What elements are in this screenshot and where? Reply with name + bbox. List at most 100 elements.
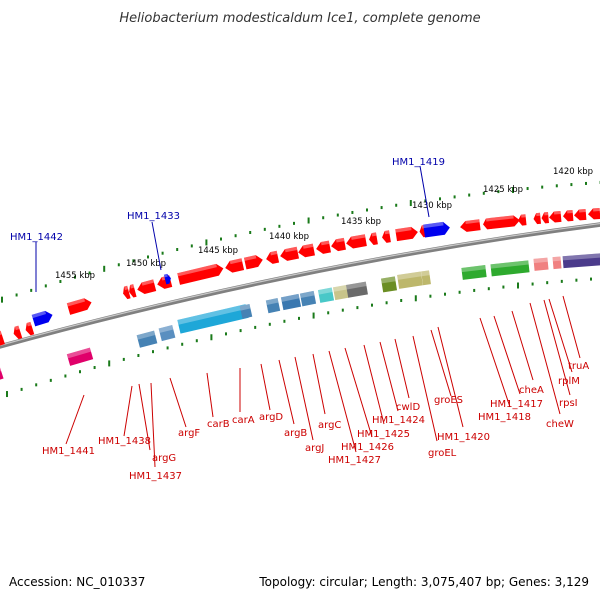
label-connector <box>363 344 385 425</box>
gene-arrow <box>395 226 418 242</box>
gene-arrow <box>0 330 5 346</box>
ruler-tick <box>429 294 432 298</box>
ruler-tick <box>210 334 213 341</box>
ruler-tick <box>49 378 52 382</box>
gene-arrow <box>298 243 315 258</box>
gene-block <box>317 287 335 303</box>
ruler-tick <box>468 193 471 197</box>
ruler-tick <box>380 206 383 210</box>
ruler-tick <box>351 210 354 214</box>
label-connector <box>312 353 326 415</box>
label-connector <box>543 299 571 396</box>
label-connector <box>379 341 399 412</box>
gene-label: HM1_1424 <box>372 415 425 426</box>
ruler-tick <box>482 191 485 195</box>
gene-label-blue: HM1_1433 <box>127 211 180 222</box>
gene-arrow <box>331 237 346 252</box>
gene-label-blue: HM1_1419 <box>392 157 445 168</box>
gene-block <box>533 257 549 271</box>
label-connector <box>169 377 187 428</box>
gene-block <box>299 290 317 307</box>
ruler-tick <box>546 281 549 285</box>
ruler-tick <box>444 292 446 296</box>
gene-label: argC <box>318 420 341 431</box>
gene-arrow <box>25 321 35 336</box>
ruler-tick <box>487 287 490 291</box>
gene-block <box>380 276 398 293</box>
ruler-tick <box>307 217 310 224</box>
ruler-label: 1450 kbp <box>126 259 166 269</box>
gene-arrow-blue <box>31 310 53 327</box>
ruler-tick <box>166 346 169 350</box>
ruler-tick <box>176 248 179 252</box>
gene-label-blue: HM1_1442 <box>10 232 63 243</box>
ruler-tick <box>44 284 47 288</box>
ruler-label: 1445 kbp <box>198 246 238 256</box>
ruler-tick <box>74 275 76 279</box>
gene-arrow <box>123 285 131 300</box>
label-connector <box>493 315 521 395</box>
ruler-label: 1435 kbp <box>341 217 381 227</box>
genome-backbone <box>0 222 600 349</box>
label-connector <box>562 295 581 359</box>
label-connector <box>123 385 133 437</box>
gene-label: argD <box>259 412 283 423</box>
gene-arrow <box>563 209 574 222</box>
gene-block <box>346 281 368 298</box>
ruler-tick <box>239 329 242 333</box>
ruler-tick <box>6 391 8 398</box>
gene-block <box>421 270 431 286</box>
gene-arrow <box>489 215 520 229</box>
ruler-label: 1440 kbp <box>269 232 309 242</box>
gene-label: argJ <box>305 443 324 454</box>
label-connector <box>412 335 438 442</box>
ruler-tick <box>205 239 208 246</box>
gene-label: HM1_1425 <box>357 429 410 440</box>
ruler-tick <box>225 332 227 336</box>
ruler-tick <box>541 185 544 189</box>
ruler-tick <box>555 184 558 188</box>
gene-arrow <box>266 250 280 264</box>
gene-label: groEL <box>428 448 457 459</box>
ruler-tick <box>103 265 106 272</box>
label-connector <box>294 356 314 441</box>
gene-arrow <box>574 208 587 221</box>
gene-label: cwlD <box>396 402 420 413</box>
gene-block <box>0 367 4 383</box>
ruler-tick <box>161 251 164 255</box>
label-connector <box>394 338 410 399</box>
ruler-outer <box>1 180 600 303</box>
label-connectors <box>35 165 581 468</box>
ruler-tick <box>458 290 461 294</box>
ruler-tick <box>278 224 281 228</box>
ruler-tick <box>409 200 412 207</box>
gene-arrow <box>533 212 542 225</box>
gene-label: HM1_1441 <box>42 446 95 457</box>
label-connector <box>138 383 151 451</box>
gene-label: argB <box>284 428 307 439</box>
label-connector <box>344 347 373 438</box>
gene-arrow <box>129 284 137 298</box>
gene-label: cheA <box>519 385 544 396</box>
ruler-tick <box>312 312 315 319</box>
gene-block <box>136 330 158 348</box>
ruler-label: 1420 kbp <box>553 167 593 177</box>
ruler-tick <box>473 288 476 292</box>
gene-arrow <box>518 214 527 226</box>
genome-title: Heliobacterium modesticaldum Ice1, compl… <box>119 11 480 26</box>
ruler-inner <box>6 277 592 398</box>
ruler-tick <box>424 199 427 203</box>
gene-arrow <box>346 234 367 249</box>
gene-arrow <box>460 219 481 232</box>
ruler-tick <box>234 234 237 238</box>
gene-block <box>490 260 530 277</box>
ruler-tick <box>108 360 111 367</box>
gene-block <box>265 298 281 314</box>
ruler-tick <box>93 366 96 370</box>
label-connector <box>529 302 561 415</box>
ruler-tick <box>254 325 257 329</box>
ruler-tick <box>385 301 388 305</box>
ruler-tick <box>195 339 198 343</box>
gene-block <box>158 325 176 342</box>
